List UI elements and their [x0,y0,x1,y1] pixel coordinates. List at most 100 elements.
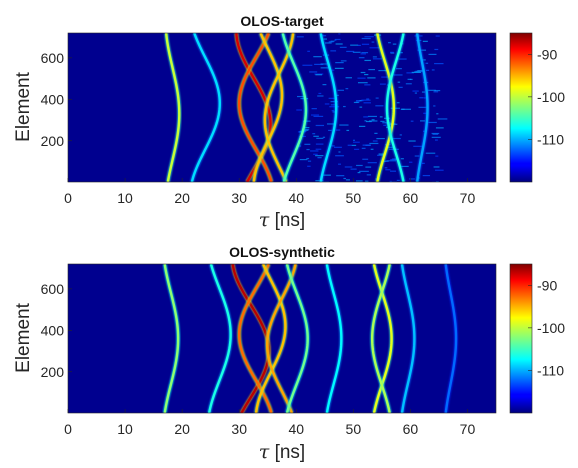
noise-speckle [346,50,355,53]
noise-speckle [307,160,312,162]
noise-speckle [370,148,374,150]
noise-speckle [357,44,361,47]
noise-speckle [313,56,322,58]
noise-speckle [344,166,353,168]
noise-speckle [317,157,322,159]
noise-speckle [371,119,375,121]
noise-speckle [335,155,344,157]
noise-speckle [320,63,328,65]
noise-speckle [435,155,439,157]
noise-speckle [433,105,436,107]
x-tick-label: 50 [346,190,362,206]
noise-speckle [406,72,414,74]
noise-speckle [435,181,439,182]
noise-speckle [412,90,419,92]
y-tick-label: 200 [41,133,65,149]
noise-speckle [364,120,367,122]
noise-speckle [313,135,319,137]
noise-speckle [326,123,335,125]
noise-speckle [312,133,316,135]
noise-speckle [330,50,337,52]
x-tick-label: 60 [403,421,419,437]
trace-line [400,264,416,413]
chart-title: OLOS-target [240,13,324,29]
noise-speckle [388,42,391,44]
trace-line [444,264,458,413]
y-axis-label: Element [13,71,34,141]
noise-speckle [397,81,401,83]
noise-speckle [336,175,345,177]
noise-speckle [421,162,425,164]
noise-speckle [364,36,374,38]
noise-speckle [365,180,369,182]
noise-speckle [379,116,383,118]
trace-line [319,33,338,182]
noise-speckle [320,67,329,69]
noise-speckle [390,170,397,172]
colorbar-tick-label: -100 [537,320,565,336]
noise-speckle [366,98,370,100]
trace-line [281,33,308,182]
noise-speckle [333,146,342,148]
noise-speckle [317,95,324,97]
heatmap-traces [162,264,459,413]
noise-speckle [328,97,336,99]
noise-speckle [434,62,444,65]
noise-speckle [396,179,400,182]
noise-speckle [334,67,344,69]
x-axis-symbol: τ [259,441,270,463]
noise-speckle [328,129,332,132]
y-tick-label: 600 [41,50,65,66]
noise-speckle [364,59,372,62]
noise-speckle [335,62,344,64]
noise-speckle [338,151,341,153]
noise-speckle [310,150,319,152]
noise-speckle [361,43,370,45]
noise-speckle [306,157,310,160]
noise-speckle [339,124,349,126]
noise-speckle [307,50,310,52]
noise-speckle [313,153,318,155]
noise-speckle [299,158,308,161]
noise-speckle [384,160,387,162]
noise-speckle [399,134,402,136]
noise-speckle [345,179,351,181]
noise-speckle [434,139,438,141]
noise-speckle [431,136,441,138]
noise-speckle [352,51,361,53]
noise-speckle [434,48,439,51]
trace-line [254,264,287,413]
noise-speckle [425,152,436,154]
noise-speckle [378,69,388,72]
noise-speckle [345,77,352,79]
noise-speckle [303,129,309,131]
noise-speckle [339,46,347,48]
x-tick-label: 0 [64,421,72,437]
trace-line [285,264,309,413]
noise-speckle [303,127,310,129]
noise-speckle [296,109,302,111]
noise-speckle [355,180,363,182]
x-axis-ticks: 0 10 20 30 40 50 60 70 [64,178,475,206]
noise-speckle [371,41,375,43]
noise-speckle [359,100,362,102]
noise-speckle [369,47,380,49]
x-tick-label: 70 [460,421,476,437]
x-tick-label: 40 [288,190,304,206]
noise-speckle [357,77,366,79]
x-axis-symbol: τ [259,209,270,231]
noise-speckle [422,174,431,177]
x-tick-label: 40 [288,421,304,437]
plot-frame [67,32,497,183]
y-tick-label: 400 [41,91,65,107]
noise-speckle [366,120,372,123]
noise-speckle [338,163,342,165]
noise-speckle [419,97,424,99]
noise-speckle [413,145,423,147]
noise-speckle [364,84,371,86]
colorbar-tick-label: -90 [537,277,557,293]
noise-speckle [390,52,395,54]
noise-speckle [437,118,448,120]
y-axis-ticks: 200 400 600 [41,281,72,380]
noise-speckle [358,57,365,59]
